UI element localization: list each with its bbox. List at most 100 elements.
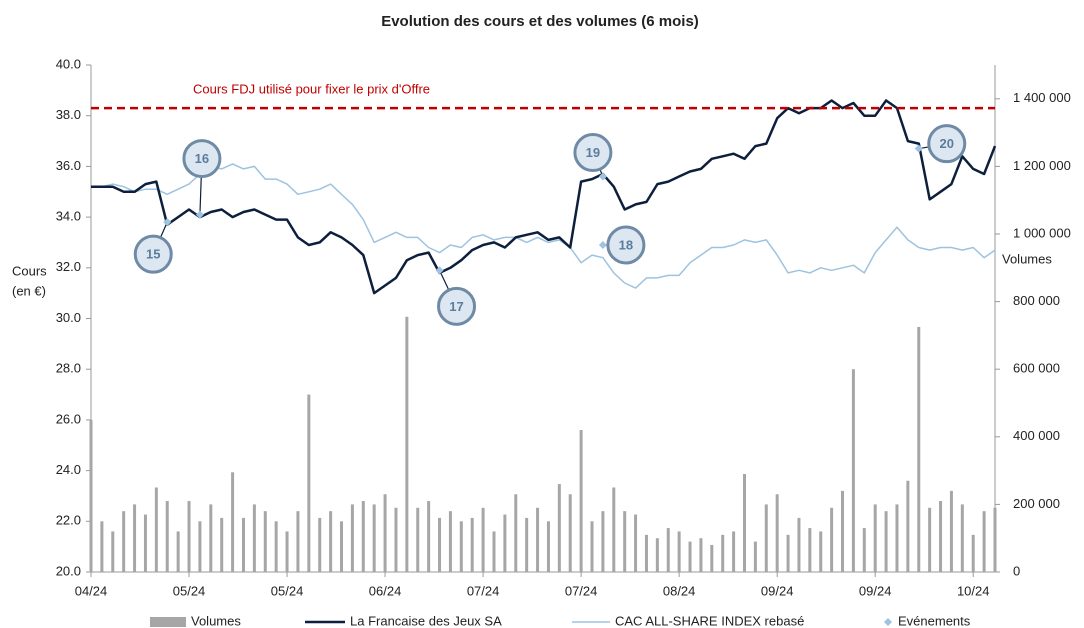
volume-bar: [568, 494, 572, 572]
event-marker: [914, 144, 923, 153]
event-marker: [598, 172, 607, 181]
volume-bar: [525, 517, 529, 572]
y-tick-label: 28.0: [56, 361, 81, 376]
callout-circle: [437, 286, 477, 326]
volume-bar: [851, 369, 855, 572]
callout-circle: [573, 133, 613, 173]
volume-bar: [361, 501, 365, 572]
callout-label: 16: [195, 151, 209, 166]
event-marker: [435, 266, 444, 275]
y-tick-label: 32.0: [56, 259, 81, 274]
y-axis-label: (en €): [12, 283, 46, 298]
volume-bar: [819, 531, 823, 572]
volume-bar: [133, 504, 137, 572]
volume-bar: [372, 504, 376, 572]
volume-bar: [982, 511, 986, 572]
volume-bar: [241, 517, 245, 572]
volume-bar: [612, 487, 616, 572]
volume-bar: [960, 504, 964, 572]
volume-bar: [742, 473, 746, 572]
x-tick-label: 05/24: [271, 583, 304, 598]
callout-circle: [606, 225, 646, 265]
y-tick-label: 22.0: [56, 513, 81, 528]
volume-bar: [231, 472, 235, 572]
volume-bar: [939, 501, 943, 572]
volume-bar: [873, 504, 877, 572]
x-tick-label: 06/24: [369, 583, 402, 598]
volume-bar: [459, 521, 463, 572]
callout-label: 19: [586, 145, 600, 160]
y-tick-label: 20.0: [56, 563, 81, 578]
volume-bar: [601, 511, 605, 572]
volume-bar: [677, 531, 681, 572]
volume-bar: [122, 511, 126, 572]
volume-bar: [971, 534, 975, 572]
volume-bar: [307, 394, 311, 572]
y-tick-label: 30.0: [56, 310, 81, 325]
legend-label: CAC ALL-SHARE INDEX rebasé: [615, 613, 804, 628]
volume-bar: [928, 507, 932, 572]
volume-bar: [721, 534, 725, 572]
x-tick-label: 10/24: [957, 583, 990, 598]
callout-label: 20: [940, 136, 954, 151]
volume-bar: [579, 430, 583, 572]
volume-bar: [176, 531, 180, 572]
x-tick-label: 07/24: [565, 583, 598, 598]
event-marker: [598, 240, 607, 249]
y-tick-label: 40.0: [56, 56, 81, 71]
callout-circle: [182, 139, 222, 179]
volume-bar: [775, 494, 779, 572]
legend-label: La Francaise des Jeux SA: [350, 613, 502, 628]
volume-bar: [503, 514, 507, 572]
volume-bar: [340, 521, 344, 572]
volume-bar: [634, 514, 638, 572]
volume-bar: [252, 504, 256, 572]
volume-bar: [993, 507, 997, 572]
callout-circle: [927, 124, 967, 164]
volume-bar: [753, 541, 757, 572]
volume-bar: [590, 521, 594, 572]
volume-bar: [699, 538, 703, 572]
volume-bar: [263, 511, 267, 572]
reference-label: Cours FDJ utilisé pour fixer le prix d'O…: [193, 82, 430, 97]
x-tick-label: 04/24: [75, 583, 108, 598]
volume-bar: [884, 511, 888, 572]
event-marker: [163, 218, 172, 227]
volume-bar: [165, 501, 169, 572]
volume-bar: [841, 490, 845, 572]
volume-bar: [732, 531, 736, 572]
volume-bar: [557, 484, 561, 572]
legend-label: Evénements: [898, 613, 971, 628]
volume-bar: [350, 504, 354, 572]
volume-bar: [416, 507, 420, 572]
y-tick-label: 34.0: [56, 209, 81, 224]
volume-bar: [797, 517, 801, 572]
y2-tick-label: 0: [1013, 563, 1020, 578]
y2-tick-label: 600 000: [1013, 361, 1060, 376]
y-tick-label: 26.0: [56, 411, 81, 426]
volume-bar: [949, 490, 953, 572]
volume-bar: [274, 521, 278, 572]
volume-bar: [329, 511, 333, 572]
x-tick-label: 05/24: [173, 583, 206, 598]
event-marker: [195, 210, 204, 219]
volume-bar: [394, 507, 398, 572]
chart-title: Evolution des cours et des volumes (6 mo…: [381, 13, 699, 30]
callout-circle: [133, 234, 173, 274]
volume-bar: [688, 541, 692, 572]
x-tick-label: 09/24: [859, 583, 892, 598]
volume-bar: [830, 507, 834, 572]
y2-tick-label: 1 200 000: [1013, 158, 1071, 173]
volume-bar: [111, 531, 115, 572]
legend-swatch: [150, 617, 186, 627]
volume-bar: [644, 534, 648, 572]
legend-label: Volumes: [191, 613, 241, 628]
x-tick-label: 09/24: [761, 583, 794, 598]
volume-bar: [154, 487, 158, 572]
volume-bar: [470, 517, 474, 572]
volume-bar: [514, 494, 518, 572]
y2-tick-label: 800 000: [1013, 293, 1060, 308]
volume-bar: [296, 511, 300, 572]
price-line: [91, 163, 996, 289]
